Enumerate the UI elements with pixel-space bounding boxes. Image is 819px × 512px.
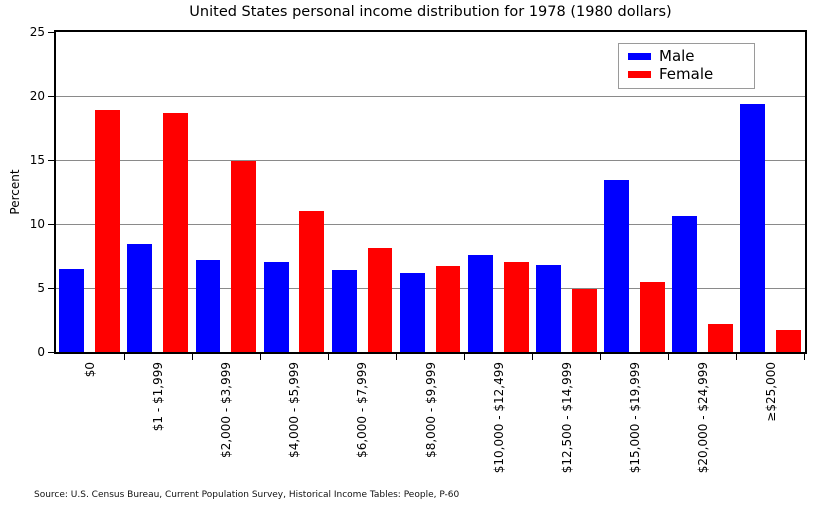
x-tick-label-text: $20,000 - $24,999 <box>695 362 710 474</box>
x-tick-label: $10,000 - $12,499 <box>491 362 507 473</box>
x-tick-label: $8,000 - $9,999 <box>423 362 439 458</box>
bar-male-9 <box>672 216 698 352</box>
y-axis-tick <box>48 31 54 33</box>
x-tick-label: $1 - $1,999 <box>150 362 166 431</box>
x-tick-label-text: $15,000 - $19,999 <box>627 362 642 474</box>
y-tick-label: 15 <box>29 153 45 167</box>
x-axis-tick <box>259 354 261 360</box>
x-tick-label-text: $2,000 - $3,999 <box>219 362 234 458</box>
legend-label-male: Male <box>659 47 695 65</box>
x-axis-tick <box>736 354 738 360</box>
x-tick-label: $6,000 - $7,999 <box>354 362 370 458</box>
x-tick-label: $2,000 - $3,999 <box>218 362 234 458</box>
x-tick-label-text: ≥$25,000 <box>763 362 778 422</box>
x-tick-label: $12,500 - $14,999 <box>559 362 575 473</box>
x-tick-label: $15,000 - $19,999 <box>627 362 643 473</box>
x-axis-tick <box>803 354 805 360</box>
female-series-swatch <box>628 71 651 78</box>
x-axis-tick <box>395 354 397 360</box>
legend-label-female: Female <box>659 65 714 83</box>
y-axis-tick <box>48 287 54 289</box>
x-tick-label-text: $0 <box>83 362 98 378</box>
y-axis-label: Percent <box>8 169 22 215</box>
bar-female-1 <box>163 112 189 352</box>
y-axis-tick <box>48 351 54 353</box>
x-axis-tick <box>464 354 466 360</box>
bar-male-6 <box>467 254 493 352</box>
x-tick-label-text: $1 - $1,999 <box>151 362 166 432</box>
x-tick-label-text: $10,000 - $12,499 <box>491 362 506 474</box>
bar-male-4 <box>331 270 357 352</box>
bar-female-6 <box>503 262 529 352</box>
male-series-swatch <box>628 53 651 60</box>
gridline <box>56 159 805 161</box>
bar-male-8 <box>604 180 629 352</box>
bar-male-3 <box>263 262 289 352</box>
bar-male-2 <box>195 259 221 352</box>
gridline <box>56 95 805 97</box>
bar-female-0 <box>95 110 120 352</box>
x-axis-tick <box>327 354 329 360</box>
x-axis-tick <box>532 354 534 360</box>
y-tick-label: 0 <box>37 345 45 359</box>
y-tick-label: 25 <box>29 25 45 39</box>
bar-female-2 <box>231 161 257 352</box>
bar-female-9 <box>707 323 733 352</box>
gridline <box>56 287 805 289</box>
x-tick-label: $20,000 - $24,999 <box>695 362 711 473</box>
bar-male-10 <box>740 103 766 352</box>
legend-entry-male: Male <box>628 48 745 65</box>
x-axis-tick <box>191 354 193 360</box>
bar-female-7 <box>571 289 597 352</box>
bar-female-3 <box>299 211 325 352</box>
chart-title: United States personal income distributi… <box>189 4 672 20</box>
x-axis-tick <box>123 354 125 360</box>
bar-female-4 <box>367 248 393 352</box>
x-axis-tick <box>668 354 670 360</box>
bar-male-7 <box>536 264 561 352</box>
x-tick-label: $4,000 - $5,999 <box>286 362 302 458</box>
x-tick-label-text: $6,000 - $7,999 <box>355 362 370 458</box>
x-axis-tick <box>600 354 602 360</box>
y-axis-tick <box>48 223 54 225</box>
bar-male-5 <box>399 272 425 352</box>
gridline <box>56 223 805 225</box>
legend: Male Female <box>618 43 755 89</box>
legend-entry-female: Female <box>628 66 745 83</box>
x-tick-label-text: $12,500 - $14,999 <box>559 362 574 474</box>
x-tick-label-text: $8,000 - $9,999 <box>423 362 438 458</box>
x-tick-label: ≥$25,000 <box>763 362 779 422</box>
source-note: Source: U.S. Census Bureau, Current Popu… <box>34 490 460 500</box>
bar-male-1 <box>127 244 153 352</box>
y-axis-tick <box>48 95 54 97</box>
x-tick-label-text: $4,000 - $5,999 <box>287 362 302 458</box>
y-tick-label: 5 <box>37 281 45 295</box>
y-tick-label: 10 <box>29 217 45 231</box>
bar-female-8 <box>639 281 665 352</box>
y-axis-tick <box>48 159 54 161</box>
bar-female-5 <box>435 266 461 352</box>
y-tick-label: 20 <box>29 89 45 103</box>
bar-female-10 <box>776 330 801 352</box>
bar-male-0 <box>59 268 85 352</box>
x-tick-label: $0 <box>82 362 98 377</box>
